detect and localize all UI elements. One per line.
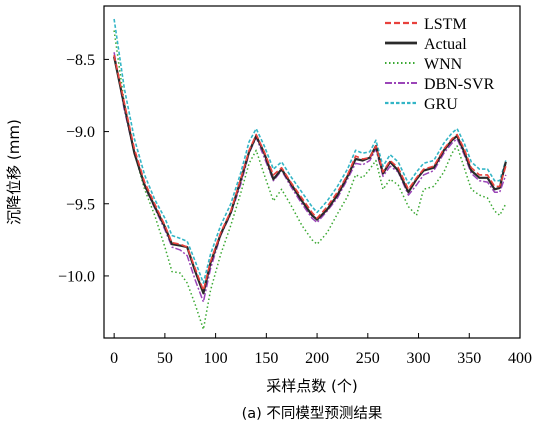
y-tick-label: −10.0 <box>58 268 95 285</box>
x-tick-label: 0 <box>110 350 118 367</box>
legend-label-actual: Actual <box>424 36 467 53</box>
x-tick-label: 400 <box>508 350 532 367</box>
x-tick-label: 300 <box>407 350 431 367</box>
x-tick-label: 150 <box>254 350 278 367</box>
series-line-gru <box>113 18 507 284</box>
y-tick-label: −8.5 <box>66 52 95 69</box>
legend-label-lstm: LSTM <box>424 16 467 33</box>
y-tick-label: −9.5 <box>66 196 95 213</box>
legend-label-wnn: WNN <box>424 56 463 73</box>
x-tick-label: 50 <box>157 350 173 367</box>
x-tick-label: 100 <box>204 350 228 367</box>
x-tick-label: 250 <box>356 350 380 367</box>
x-tick-label: 350 <box>457 350 481 367</box>
series-layer <box>113 18 507 331</box>
legend-label-gru: GRU <box>424 96 458 113</box>
x-axis-title: 采样点数 (个) <box>266 377 357 395</box>
plot-frame <box>103 5 521 339</box>
y-axis-title: 沉降位移 (mm) <box>5 119 23 225</box>
legend: LSTM Actual WNN DBN-SVR GRU <box>385 16 495 113</box>
y-tick-label: −9.0 <box>66 124 95 141</box>
y-axis: −10.0 −9.5 −9.0 −8.5 <box>58 52 109 285</box>
series-line-lstm <box>113 54 507 292</box>
x-axis: 0 50 100 150 200 250 300 350 400 <box>110 333 532 367</box>
legend-label-dbn-svr: DBN-SVR <box>424 76 495 93</box>
series-line-dbn-svr <box>113 52 507 303</box>
x-tick-label: 200 <box>305 350 329 367</box>
figure-caption: (a) 不同模型预测结果 <box>242 405 383 422</box>
series-line-wnn <box>113 30 507 331</box>
